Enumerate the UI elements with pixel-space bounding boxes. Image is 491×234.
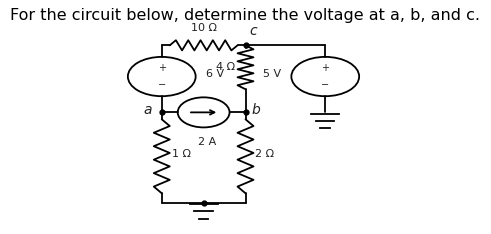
Text: 2 Ω: 2 Ω xyxy=(255,149,274,159)
Text: c: c xyxy=(249,24,257,38)
Text: 4 Ω: 4 Ω xyxy=(217,62,236,72)
Text: 6 V: 6 V xyxy=(206,69,224,79)
Text: a: a xyxy=(143,103,152,117)
Text: b: b xyxy=(251,103,260,117)
Text: +: + xyxy=(158,63,166,73)
Text: −: − xyxy=(158,80,166,90)
Text: 1 Ω: 1 Ω xyxy=(172,149,191,159)
Text: 10 Ω: 10 Ω xyxy=(191,23,217,33)
Text: +: + xyxy=(321,63,329,73)
Text: For the circuit below, determine the voltage at a, b, and c.: For the circuit below, determine the vol… xyxy=(10,8,481,23)
Text: 2 A: 2 A xyxy=(198,137,217,147)
Text: −: − xyxy=(321,80,329,90)
Text: 5 V: 5 V xyxy=(263,69,281,79)
